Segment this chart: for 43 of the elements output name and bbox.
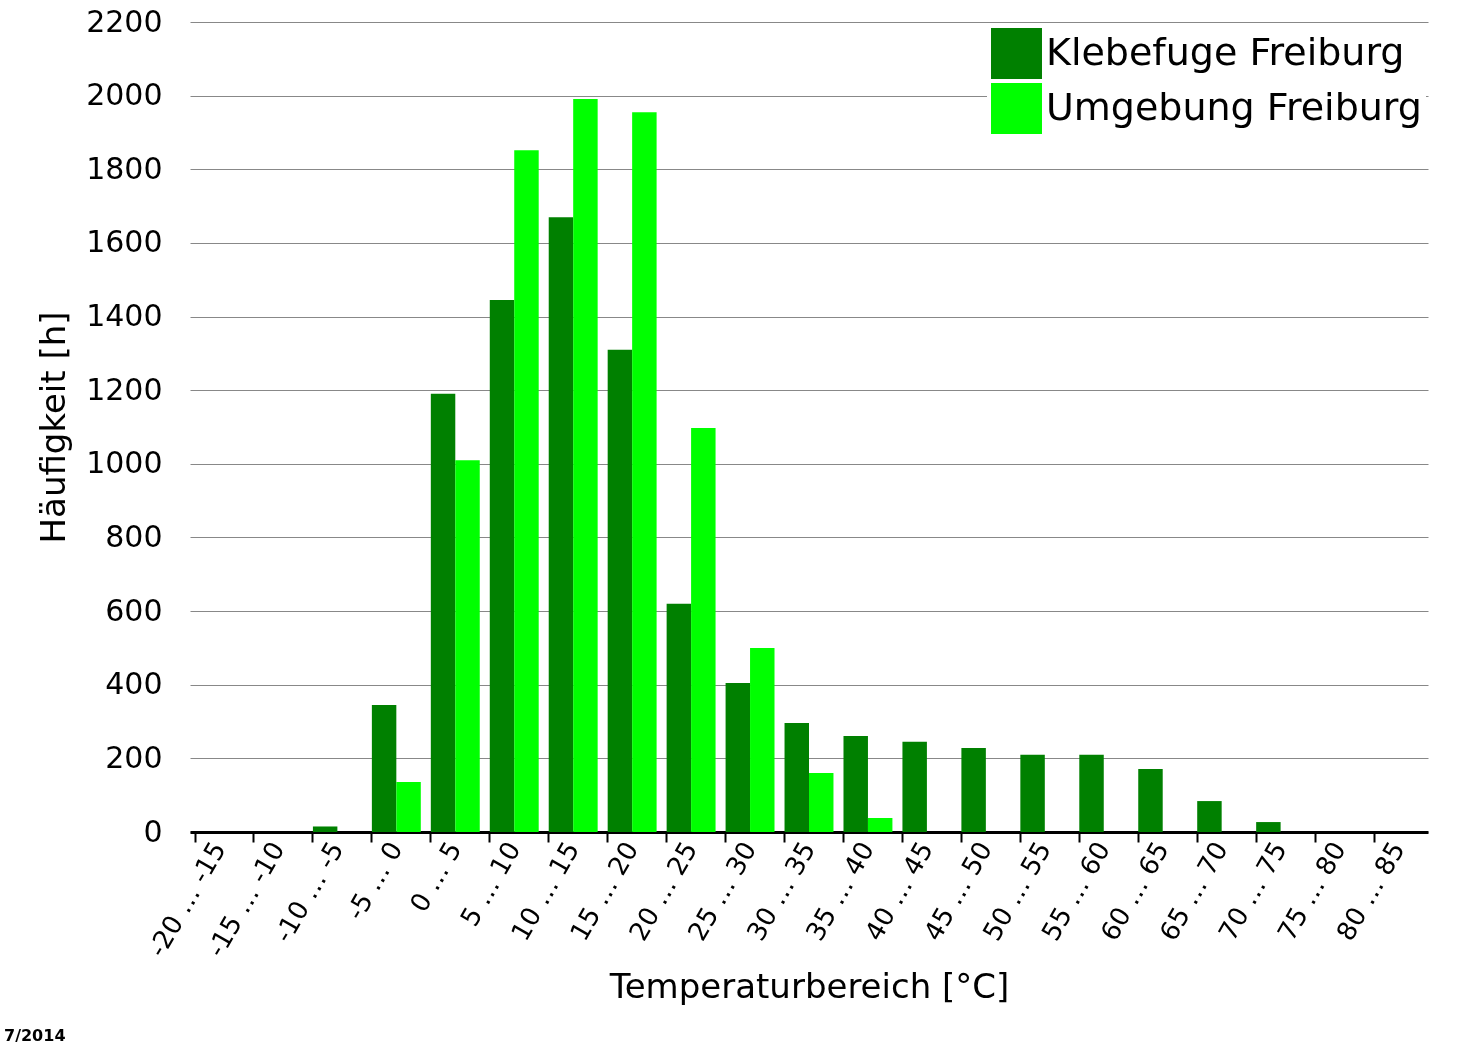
bar bbox=[396, 781, 421, 832]
bar bbox=[1197, 801, 1222, 832]
y-tick-label: 1800 bbox=[86, 150, 163, 186]
bar bbox=[607, 349, 633, 832]
bar bbox=[1138, 769, 1163, 832]
bar bbox=[1079, 754, 1104, 832]
bar bbox=[902, 741, 927, 832]
bar bbox=[784, 723, 809, 832]
bar bbox=[430, 393, 456, 832]
bar bbox=[632, 112, 657, 832]
y-tick-label: 1000 bbox=[86, 445, 163, 481]
y-tick-label: 200 bbox=[105, 739, 163, 775]
x-axis-title: Temperaturbereich [°C] bbox=[608, 966, 1010, 1007]
y-tick-label: 0 bbox=[143, 813, 163, 849]
bar bbox=[455, 460, 480, 832]
bar bbox=[961, 748, 986, 832]
y-tick-label: 2000 bbox=[86, 77, 163, 113]
bar bbox=[371, 704, 397, 832]
legend-label: Umgebung Freiburg bbox=[1046, 84, 1422, 129]
bar bbox=[843, 735, 868, 832]
y-tick-label: 400 bbox=[105, 666, 163, 702]
text: 7/2014 bbox=[4, 1026, 66, 1045]
y-axis-title: Häufigkeit [h] bbox=[33, 311, 74, 544]
bar bbox=[867, 818, 893, 832]
bar bbox=[514, 150, 539, 832]
bar bbox=[1256, 822, 1281, 832]
bar bbox=[1020, 754, 1045, 832]
y-tick-label: 1600 bbox=[86, 224, 163, 260]
bar bbox=[666, 603, 692, 832]
y-tick-label: 800 bbox=[105, 518, 163, 554]
y-tick-label: 2200 bbox=[86, 3, 163, 39]
y-tick-label: 1200 bbox=[86, 371, 163, 407]
legend-label: Klebefuge Freiburg bbox=[1046, 29, 1405, 74]
bar bbox=[489, 299, 515, 832]
bar bbox=[750, 647, 775, 832]
bar bbox=[725, 682, 751, 832]
y-tick-label: 600 bbox=[105, 592, 163, 628]
bar bbox=[809, 773, 834, 832]
y-tick-label: 1400 bbox=[86, 298, 163, 334]
bar bbox=[573, 98, 598, 832]
bar bbox=[691, 428, 716, 832]
bar bbox=[312, 826, 338, 832]
bar bbox=[548, 217, 574, 832]
